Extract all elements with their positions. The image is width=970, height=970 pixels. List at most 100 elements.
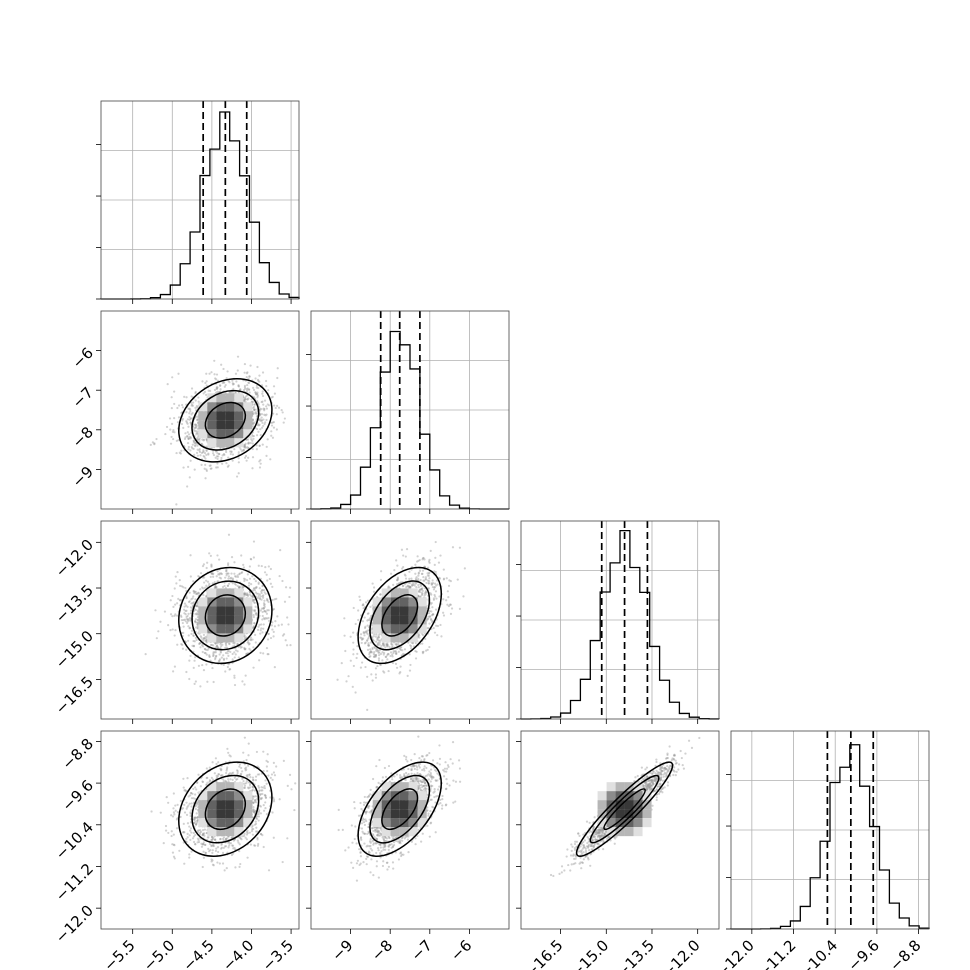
scatter-point [261,443,264,446]
scatter-point [198,450,202,454]
scatter-point [265,646,269,650]
scatter-point [170,407,173,410]
scatter-point [396,564,399,567]
scatter-point [244,446,248,449]
scatter-point [210,563,213,566]
scatter-point [212,575,215,578]
density-cell [216,420,226,430]
scatter-point [180,449,183,452]
scatter-point [247,442,250,445]
scatter-point [262,596,265,599]
scatter-point [200,442,203,445]
scatter-point [399,665,402,668]
scatter-point [169,613,173,616]
scatter-point [251,589,255,592]
scatter-point [254,393,258,396]
scatter-point [187,437,190,440]
scatter-point [352,664,355,668]
scatter-point [446,590,449,593]
scatter-point [428,622,431,625]
scatter-point [367,642,370,645]
scatter-point [275,597,278,600]
scatter-point [374,635,377,638]
scatter-point [216,645,219,648]
scatter-point [372,635,375,638]
scatter-point [212,680,215,684]
scatter-point [243,398,246,401]
scatter-point [420,588,423,591]
scatter-point [234,653,237,656]
scatter-point [182,426,185,429]
scatter-point [259,433,262,437]
scatter-point [155,637,158,640]
scatter-point [192,441,195,444]
scatter-point [216,861,219,864]
scatter-point [267,565,270,568]
scatter-point [216,570,219,573]
scatter-point [280,409,283,412]
scatter-point [257,386,260,390]
panel-frame [100,100,300,300]
scatter-point [394,652,398,655]
scatter-point [385,643,389,646]
scatter-point [421,633,425,637]
scatter-point [176,602,179,605]
scatter-point [418,558,421,562]
scatter-point [223,385,226,388]
scatter-point [352,653,355,656]
scatter-point [252,434,255,438]
scatter-point [255,434,259,437]
scatter-point [169,428,172,431]
scatter-point [233,572,236,575]
scatter-point [432,597,436,600]
scatter-point [188,659,191,662]
scatter-point [216,457,219,460]
scatter-point [375,633,378,636]
scatter-point [257,424,260,427]
scatter-point [248,577,252,580]
scatter-point [352,606,355,610]
scatter-point [188,476,191,479]
density-cell [390,615,400,625]
scatter-point [215,378,218,381]
scatter-point [263,603,266,606]
scatter-point [365,630,368,633]
scatter-point [194,390,197,394]
scatter-point [217,455,220,458]
scatter-point [205,372,208,375]
scatter-point [244,454,248,458]
density-cell [234,633,244,643]
scatter-point [166,383,169,386]
scatter-point [254,377,257,380]
scatter-point [172,670,175,673]
scatter-point [242,563,245,566]
scatter-point [255,384,259,387]
scatter-point [186,434,189,438]
scatter-point [260,412,264,416]
scatter-point [183,602,187,605]
scatter-point [243,446,246,449]
panel-2-0: −16.5−15.0−13.5−12.0 [52,520,300,724]
scatter-point [267,404,271,407]
scatter-point [428,577,431,580]
scatter-point [400,548,404,551]
density-cell [399,597,409,607]
scatter-point [428,580,431,583]
scatter-point [224,383,227,387]
scatter-point [242,399,246,402]
scatter-point [433,631,437,634]
scatter-point [193,426,196,429]
scatter-point [265,573,268,576]
scatter-point [426,617,429,620]
panel-0-0 [96,100,300,304]
scatter-point [370,673,373,676]
scatter-point [408,577,411,580]
scatter-point [275,413,278,416]
scatter-point [383,651,386,655]
scatter-point [391,661,395,665]
scatter-point [201,586,204,589]
scatter-point [391,655,394,658]
scatter-point [391,644,394,647]
scatter-point [243,397,247,400]
density-cell [216,429,226,439]
